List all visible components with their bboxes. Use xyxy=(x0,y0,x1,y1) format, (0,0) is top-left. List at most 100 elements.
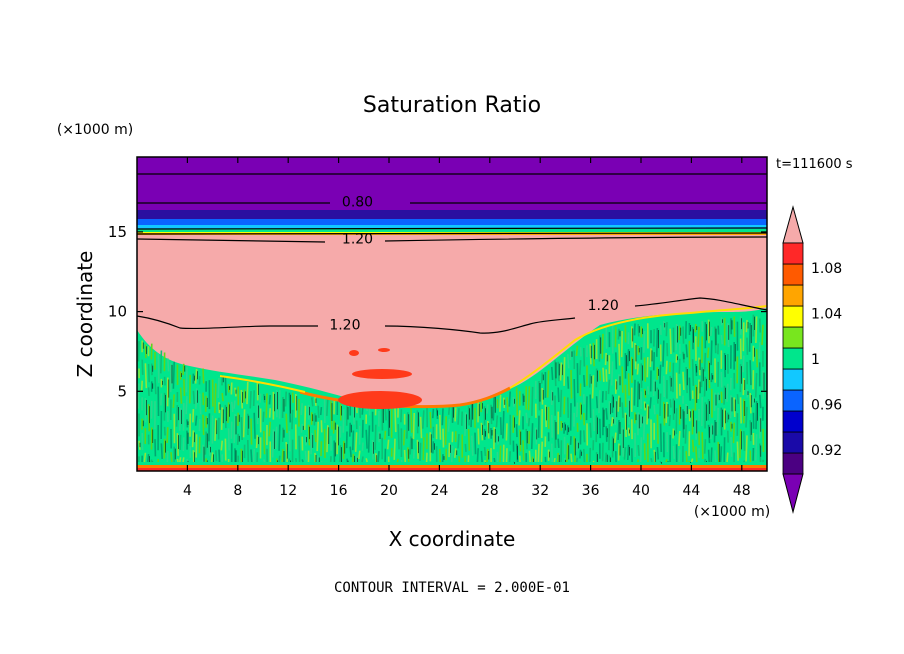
cloud-streak xyxy=(682,326,685,344)
cloud-streak xyxy=(486,448,489,463)
cloud-streak xyxy=(589,343,592,365)
cloud-streak xyxy=(199,393,202,415)
cloud-streak xyxy=(573,436,576,463)
contour-interval-label: CONTOUR INTERVAL = 2.000E-01 xyxy=(334,580,570,596)
cloud-streak xyxy=(349,446,352,458)
cloud-streak xyxy=(682,371,685,391)
cloud-streak xyxy=(172,394,175,408)
chart-title: Saturation Ratio xyxy=(363,93,541,118)
cloud-streak xyxy=(755,316,758,344)
cloud-streak xyxy=(583,448,586,463)
cloud-streak xyxy=(745,435,748,462)
surface-layer-red xyxy=(137,468,767,471)
cloud-streak xyxy=(154,376,157,395)
cloud-streak xyxy=(742,355,745,373)
cloud-streak xyxy=(592,342,595,367)
cloud-streak xyxy=(656,446,660,460)
cloud-streak xyxy=(626,349,630,367)
contour-120-lower-line xyxy=(136,297,768,334)
cloud-streak xyxy=(695,363,698,377)
cloud-streak xyxy=(567,354,570,369)
cloud-streak xyxy=(326,425,329,453)
cloud-streak xyxy=(749,360,752,386)
transition-band-cyan xyxy=(137,225,767,230)
cloud-streak xyxy=(637,445,640,456)
cloud-streak xyxy=(409,436,412,455)
cloud-streak xyxy=(285,442,288,463)
cloud-streak xyxy=(147,404,151,432)
cloud-streak xyxy=(714,450,717,463)
cloud-streak xyxy=(361,456,364,463)
cloud-streak xyxy=(295,458,298,463)
cloud-streak xyxy=(397,424,400,450)
cloud-streak xyxy=(416,439,419,459)
colorbar-cell xyxy=(782,431,804,454)
cloud-streak xyxy=(508,451,511,463)
cloud-streak xyxy=(476,448,479,463)
x-tick-label: 8 xyxy=(233,483,242,499)
cloud-streak xyxy=(480,422,484,441)
cloud-streak xyxy=(170,452,173,463)
cloud-streak xyxy=(314,396,317,406)
contour-lines xyxy=(136,173,768,334)
cloud-streak xyxy=(554,360,557,387)
cloud-streak xyxy=(672,445,676,459)
cloud-streak xyxy=(250,418,253,445)
cloud-streak xyxy=(477,428,480,445)
x-unit-label: (×1000 m) xyxy=(694,504,770,520)
cloud-streak xyxy=(457,408,460,425)
cloud-streak xyxy=(215,450,218,462)
cloud-streak xyxy=(176,433,179,456)
cloud-streak xyxy=(178,407,182,431)
cloud-streak xyxy=(559,362,563,381)
cloud-streak xyxy=(720,334,724,345)
cloud-streak xyxy=(262,411,265,422)
cloud-streak xyxy=(265,393,268,418)
cloud-streak xyxy=(147,363,150,383)
cloud-streak xyxy=(701,432,704,459)
cloud-streak xyxy=(435,408,439,419)
cloud-streak xyxy=(739,397,742,424)
cloud-streak xyxy=(281,448,284,463)
cloud-streak xyxy=(234,387,237,397)
cloud-streak xyxy=(311,397,314,407)
cloud-streak xyxy=(233,400,236,409)
cloud-streak xyxy=(319,407,323,416)
contour-120-upper-line xyxy=(136,236,768,243)
cloud-streak xyxy=(614,432,617,444)
cloud-streak xyxy=(137,383,140,409)
cloud-streak xyxy=(575,457,579,463)
cloud-streak xyxy=(583,347,586,367)
cloud-streaks xyxy=(137,314,765,464)
cloud-streak xyxy=(508,391,511,407)
cloud-streak xyxy=(617,328,620,340)
cloud-streak xyxy=(263,393,266,403)
colorbar-cell xyxy=(782,326,804,349)
cloud-streak xyxy=(575,440,579,452)
cloud-streak xyxy=(167,358,170,372)
cloud-streak xyxy=(723,353,726,378)
cloud-streak xyxy=(210,452,214,463)
cloud-streak xyxy=(706,347,710,358)
cloud-streak xyxy=(659,364,662,384)
cloud-streak xyxy=(287,458,291,463)
cloud-streak xyxy=(707,424,711,444)
cloud-streak xyxy=(663,320,666,331)
cloud-streak xyxy=(531,386,534,416)
cloud-streak xyxy=(365,458,368,463)
x-tick-label: 12 xyxy=(279,483,297,499)
cloud-streak xyxy=(268,421,271,437)
cloud-streak xyxy=(307,424,311,446)
x-tick-label: 48 xyxy=(733,483,751,499)
cloud-streak xyxy=(275,426,278,450)
cloud-streak xyxy=(310,432,313,455)
cloud-streak xyxy=(730,437,733,457)
cloud-streak xyxy=(665,360,668,375)
cloud-streak xyxy=(384,430,387,440)
cloud-streak xyxy=(450,445,454,463)
plot-field xyxy=(137,157,767,471)
cloud-streak xyxy=(697,379,700,400)
cloud-streak xyxy=(140,380,143,391)
cloud-streak xyxy=(607,379,611,395)
